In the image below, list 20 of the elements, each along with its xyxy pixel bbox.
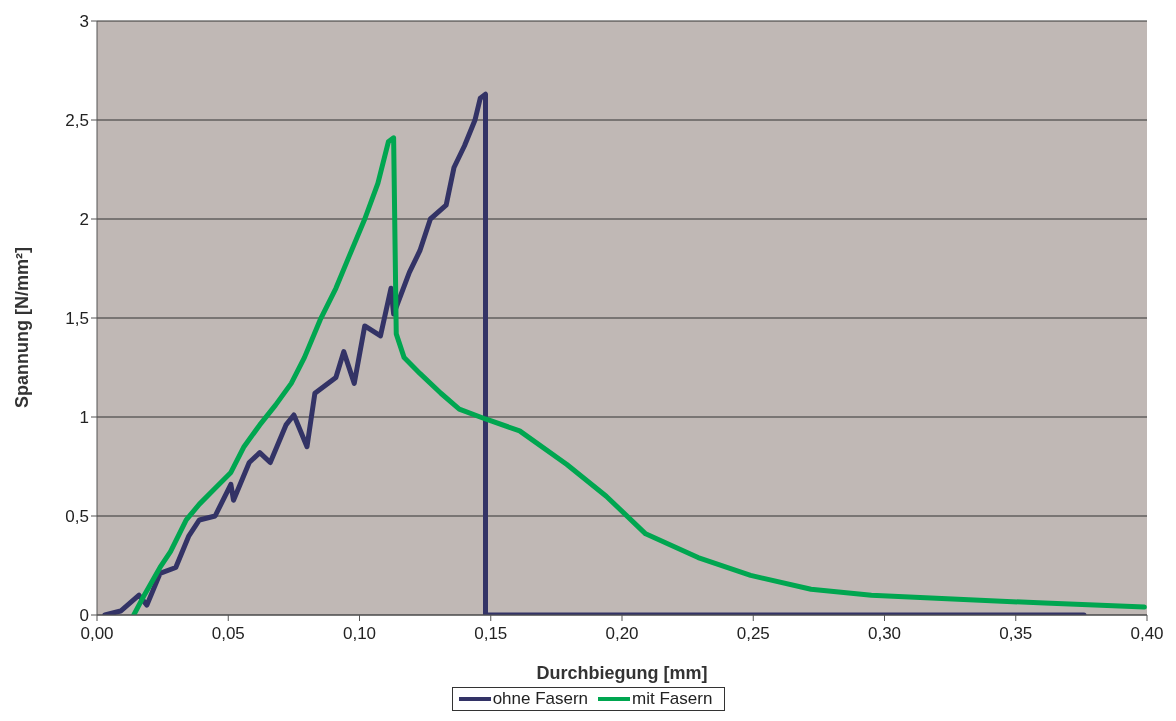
x-tick-label: 0,20	[605, 624, 639, 644]
x-tick-label: 0,40	[1130, 624, 1164, 644]
legend-label: mit Fasern	[632, 689, 713, 709]
legend-label: ohne Fasern	[492, 689, 589, 709]
y-tick-label: 2	[79, 210, 89, 230]
y-tick-label: 0,5	[65, 507, 89, 527]
x-tick-label: 0,30	[867, 624, 902, 644]
x-tick-label: 0,25	[736, 624, 770, 644]
y-tick-label: 3	[79, 12, 89, 32]
y-tick-label: 1	[79, 408, 89, 428]
x-tick-label: 0,10	[342, 624, 377, 644]
x-axis-title: Durchbiegung [mm]	[536, 663, 708, 683]
x-tick-label: 0,35	[999, 624, 1033, 644]
y-tick-label: 1,5	[65, 309, 89, 329]
y-axis-title: Spannung [N/mm²]	[12, 247, 33, 408]
y-tick-label: 2,5	[65, 111, 89, 131]
y-tick-label: 0	[79, 606, 89, 626]
x-tick-label: 0,15	[474, 624, 508, 644]
x-tick-label: 0,05	[211, 624, 245, 644]
x-tick-label: 0,00	[80, 624, 114, 644]
